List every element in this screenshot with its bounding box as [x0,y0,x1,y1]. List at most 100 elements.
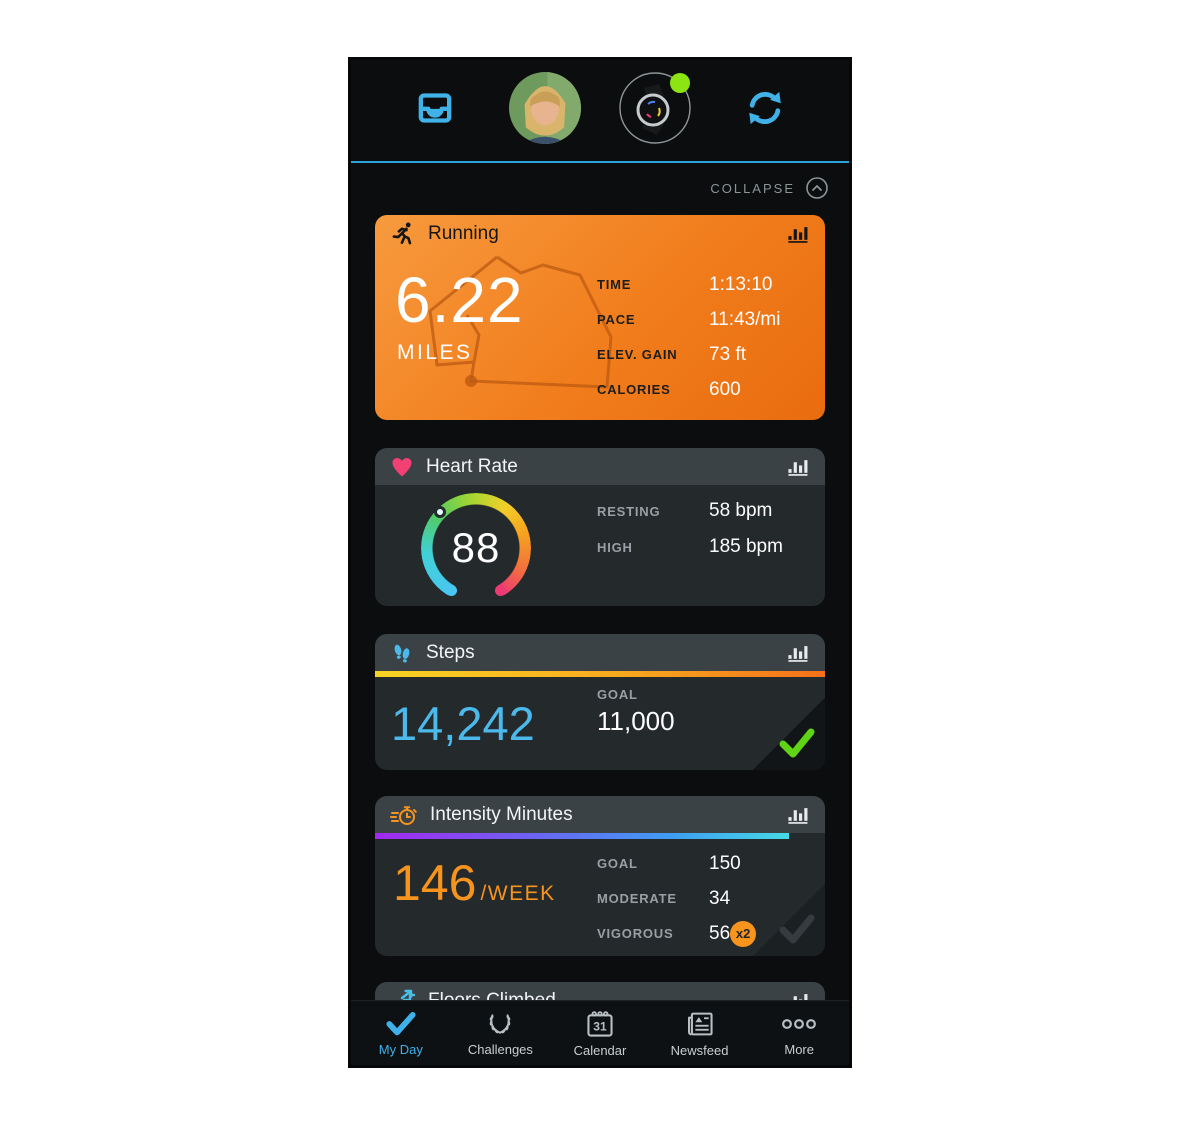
stat-row: PACE 11:43/mi [597,302,811,337]
footprints-icon [390,641,414,665]
more-dots-icon [782,1019,817,1029]
steps-progress-gradient [375,671,825,677]
running-distance-value: 6.22 [395,264,524,336]
running-card[interactable]: Running 6.22 MILES TIME 1:13:10 [375,215,825,420]
intensity-value: 146 [393,855,477,911]
calendar-day-number: 31 [593,1019,607,1033]
stat-label: MODERATE [597,891,677,906]
steps-card-header: Steps [375,634,825,671]
collapse-row: COLLAPSE [351,163,849,213]
stat-label: CALORIES [597,382,671,397]
intensity-weekly-value: 146 /WEEK [393,854,556,912]
laurel-wreath-icon [490,1014,511,1034]
bar-chart-icon [788,807,808,824]
steps-card[interactable]: Steps 14,242 GOAL 11,000 [375,634,825,770]
stat-value: 1:13:10 [709,273,773,295]
nav-item-newsfeed[interactable]: Newsfeed [650,1001,750,1065]
bottom-nav: My Day Challenges [351,1000,849,1065]
steps-card-title: Steps [426,641,475,663]
running-stats: TIME 1:13:10 PACE 11:43/mi ELEV. GAIN 73… [597,267,811,407]
nav-item-my-day[interactable]: My Day [351,1001,451,1065]
vigorous-x2-badge: x2 [730,920,757,947]
nav-item-calendar[interactable]: 31 Calendar [550,1001,650,1065]
my-day-card-list: Running 6.22 MILES TIME 1:13:10 [351,215,849,1022]
newsfeed-icon [687,1012,713,1036]
running-chart-button[interactable] [788,225,810,243]
stat-value: 11:43/mi [709,308,781,330]
route-map-overlay [428,255,613,389]
stat-row: CALORIES 600 [597,372,811,407]
phone-screen: COLLAPSE [348,57,852,1068]
inbox-button[interactable] [407,73,463,149]
steps-goal: GOAL 11,000 [597,687,675,737]
avatar [509,72,581,149]
steps-chart-button[interactable] [788,644,810,662]
stat-value: 600 [709,378,741,400]
sync-button[interactable] [737,73,793,149]
heart-rate-current-value: 88 [451,524,501,571]
stat-label: VIGOROUS [597,926,674,941]
running-card-header: Running [375,215,825,252]
stat-row: HIGH 185 bpm [597,529,811,565]
nav-item-more[interactable]: More [749,1001,849,1065]
nav-label: Newsfeed [670,1043,729,1058]
stat-label: HIGH [597,539,633,555]
watch-device-icon [617,70,693,151]
app-header [351,60,849,163]
calendar-icon: 31 [587,1011,613,1037]
chevron-up-icon [806,177,828,199]
heart-rate-stats: RESTING 58 bpm HIGH 185 bpm [597,493,811,565]
my-day-check-icon [386,1012,416,1036]
bar-chart-icon [788,226,808,243]
stat-label: ELEV. GAIN [597,347,678,362]
stat-value: 34 [709,887,731,909]
heart-rate-card[interactable]: Heart Rate 88 RESTING [375,448,825,606]
nav-label: More [784,1042,814,1057]
bar-chart-icon [788,645,808,662]
gauge-end-cap [495,585,506,596]
nav-item-challenges[interactable]: Challenges [451,1001,551,1065]
bar-chart-icon [788,459,808,476]
nav-label: Challenges [467,1042,533,1057]
heart-rate-card-title: Heart Rate [426,455,518,477]
inbox-icon [415,88,455,133]
stat-row: GOAL 150 [597,846,811,881]
intensity-progress-gradient [375,833,789,839]
heart-icon [390,456,414,478]
stat-value: 58 bpm [709,500,773,521]
stat-value: 185 bpm [709,536,783,557]
goal-value: 11,000 [597,706,675,736]
stat-row: MODERATE 34 [597,881,811,916]
running-icon [390,221,416,247]
intensity-minutes-card[interactable]: Intensity Minutes 146 /WEEK [375,796,825,956]
stopwatch-icon [390,803,418,827]
stat-row: VIGOROUS 56 x2 [597,916,811,951]
stat-value: 73 ft [709,343,746,365]
running-distance-unit: MILES [397,341,473,364]
stat-value: 150 [709,852,741,874]
collapse-label: COLLAPSE [710,180,795,196]
goal-pending-check-icon [777,913,817,950]
stat-label: RESTING [597,503,661,519]
steps-count-value: 14,242 [391,697,535,750]
goal-met-check-icon [777,727,817,764]
profile-button[interactable] [509,72,581,149]
nav-label: My Day [378,1042,423,1057]
goal-label: GOAL [597,687,638,702]
collapse-button[interactable] [805,176,829,200]
intensity-unit: /WEEK [480,882,556,905]
stat-label: GOAL [597,856,638,871]
stat-label: PACE [597,312,636,327]
heart-rate-chart-button[interactable] [788,458,810,476]
heart-rate-marker-dot [434,506,446,518]
gauge-end-cap [446,585,457,596]
intensity-card-header: Intensity Minutes [375,796,825,833]
sync-icon [743,86,787,135]
intensity-chart-button[interactable] [788,806,810,824]
nav-label: Calendar [573,1043,627,1058]
stat-label: TIME [597,277,632,292]
running-card-title: Running [428,222,499,244]
device-button[interactable] [619,72,691,149]
stat-row: TIME 1:13:10 [597,267,811,302]
intensity-stats: GOAL 150 MODERATE 34 VIGOROUS 56 x2 [597,846,811,951]
